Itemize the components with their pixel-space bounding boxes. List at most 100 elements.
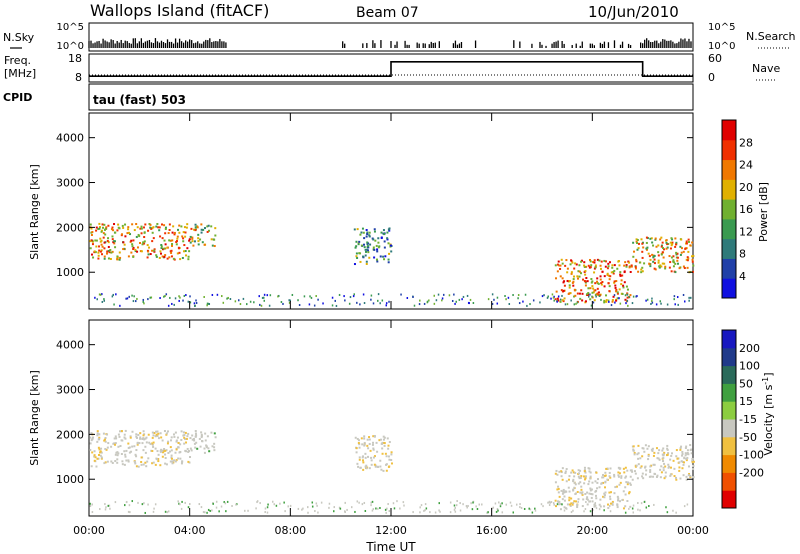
echo-cell [593,261,596,264]
echo-cell [373,256,376,259]
echo-cell [555,277,558,280]
echo-cell [200,431,203,434]
echo-cell [678,466,681,469]
echo-cell [166,430,169,433]
echo-cell [131,430,134,433]
nsky-right-tick-bottom: 10^0 [708,41,735,52]
echo-cell [586,503,589,506]
echo-cell [651,253,654,256]
echo-cell [207,447,210,450]
ground-scatter-cell [384,508,387,511]
echo-cell [687,453,690,456]
echo-cell [116,461,119,464]
ground-scatter-cell [546,296,549,299]
ground-scatter-cell [371,500,374,503]
ground-scatter-cell [311,505,314,508]
echo-cell [140,463,143,466]
echo-cell [160,436,163,439]
echo-cell [650,448,653,451]
echo-cell [164,254,167,257]
echo-cell [652,475,655,478]
ground-scatter-cell [559,298,562,301]
y-tick-label: 2000 [56,428,84,441]
echo-cell [196,447,199,450]
ground-scatter-cell [454,302,456,305]
ground-scatter-cell [211,293,214,296]
echo-cell [89,442,92,445]
echo-cell [367,246,370,249]
echo-cell [674,271,677,274]
echo-cell [365,235,368,238]
ground-scatter-cell [225,510,227,513]
echo-cell [382,469,385,472]
echo-cell [691,461,694,464]
echo-cell [194,429,197,432]
echo-cell [109,249,112,252]
echo-cell [171,231,174,234]
ground-scatter-cell [267,503,269,506]
ground-scatter-cell [572,509,574,512]
ground-scatter-cell [498,501,500,504]
ground-scatter-cell [207,508,210,511]
y-tick-label: 1000 [56,266,84,279]
ground-scatter-cell [565,507,568,510]
ground-scatter-cell [284,510,286,513]
ground-scatter-cell [631,507,634,510]
echo-cell [593,289,596,292]
echo-cell [370,463,373,466]
echo-cell [676,259,679,262]
echo-cell [663,462,666,465]
echo-cell [145,465,148,468]
echo-cell [387,455,390,458]
echo-cell [636,239,639,242]
ground-scatter-cell [507,296,510,299]
echo-cell [98,227,101,230]
velocity-colorbar-frame [721,329,737,509]
echo-cell [681,460,684,463]
echo-cell [653,463,656,466]
ground-scatter-cell [310,296,313,299]
ground-scatter-cell [103,299,106,302]
echo-cell [573,295,576,298]
ground-scatter-cell [343,295,345,298]
ground-scatter-cell [258,295,260,298]
x-tick-label: 00:00 [677,524,709,537]
echo-cell [634,465,637,468]
echo-cell [565,480,568,483]
echo-cell [563,506,566,509]
echo-cell [174,460,177,463]
ground-scatter-cell [91,511,94,514]
echo-cell [118,430,121,433]
echo-cell [561,467,564,470]
ground-scatter-cell [399,507,401,510]
echo-cell [637,242,640,245]
echo-cell [177,441,180,444]
echo-cell [566,279,569,282]
echo-cell [603,496,606,499]
echo-cell [121,463,124,466]
ground-scatter-cell [413,304,416,307]
velocity-xlabel: Time UT [365,540,416,554]
echo-cell [628,261,631,264]
echo-cell [654,238,657,241]
echo-cell [629,483,632,486]
echo-cell [191,237,194,240]
ground-scatter-cell [595,295,597,298]
echo-cell [204,432,207,435]
echo-cell [557,260,560,263]
echo-cell [649,237,652,240]
freq-line [89,60,693,77]
ground-scatter-cell [159,297,161,300]
echo-cell [589,475,592,478]
echo-cell [594,480,597,483]
echo-cell [137,433,140,436]
ground-scatter-cell [174,297,177,300]
echo-cell [178,224,181,227]
echo-cell [97,438,100,441]
ground-scatter-cell [297,507,300,510]
ground-scatter-cell [235,503,237,506]
ground-scatter-cell [268,304,271,307]
echo-cell [106,446,109,449]
